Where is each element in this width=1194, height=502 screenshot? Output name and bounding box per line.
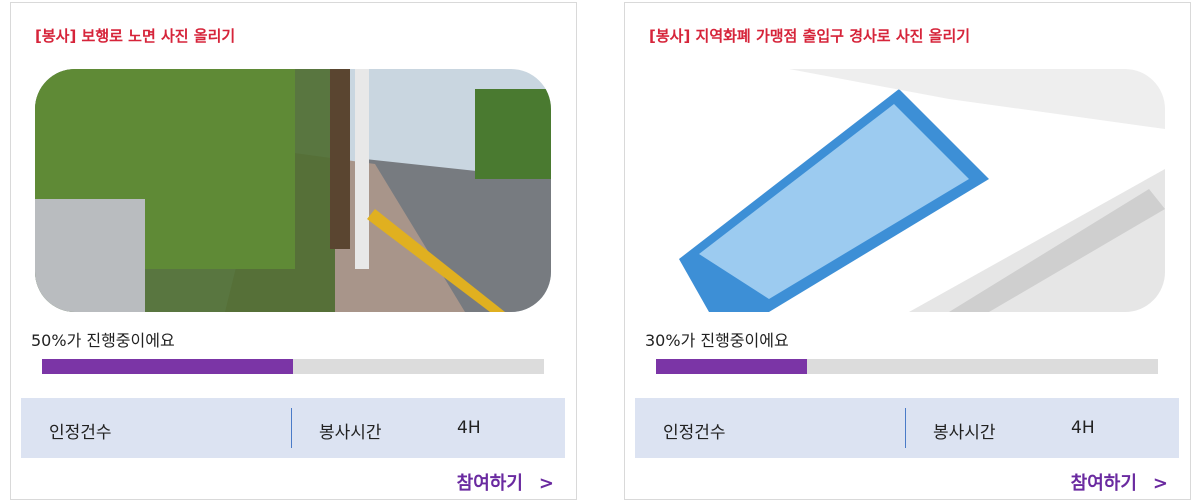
progress-fill xyxy=(656,359,807,374)
stat-label: 인정건수 xyxy=(663,418,726,443)
stat-value: 4H xyxy=(457,418,481,438)
button-text[interactable]: 참여하기 xyxy=(1071,473,1137,494)
stat-label: 봉사시간 xyxy=(933,418,996,443)
stats-box: 인정건수 봉사시간 4H xyxy=(635,398,1179,458)
card-image xyxy=(35,69,551,312)
page: (() => { const data = JSON.parse(documen… xyxy=(0,0,1194,502)
photo xyxy=(35,69,551,312)
stats-box: 인정건수 봉사시간 4H xyxy=(21,398,565,458)
progress-label: 50%가 진행중이에요 xyxy=(31,327,175,351)
button-arrow[interactable]: > xyxy=(1153,473,1168,494)
stat-label: 인정건수 xyxy=(49,418,112,443)
button-arrow[interactable]: > xyxy=(539,473,554,494)
card-title: [봉사] 보행로 노면 사진 올리기 xyxy=(35,25,235,46)
progress-label: 30%가 진행중이에요 xyxy=(645,327,789,351)
illustration xyxy=(649,69,1165,312)
progress-track xyxy=(42,359,544,374)
join-button[interactable]: 참여하기 > xyxy=(1071,469,1168,495)
divider xyxy=(291,408,292,448)
card-image xyxy=(649,69,1165,312)
stat-label: 봉사시간 xyxy=(319,418,382,443)
stat-value: 4H xyxy=(1071,418,1095,438)
progress-track xyxy=(656,359,1158,374)
divider xyxy=(905,408,906,448)
progress-fill xyxy=(42,359,293,374)
button-text[interactable]: 참여하기 xyxy=(457,473,523,494)
card-title: [봉사] 지역화폐 가맹점 출입구 경사로 사진 올리기 xyxy=(649,25,970,46)
join-button[interactable]: 참여하기 > xyxy=(457,469,554,495)
